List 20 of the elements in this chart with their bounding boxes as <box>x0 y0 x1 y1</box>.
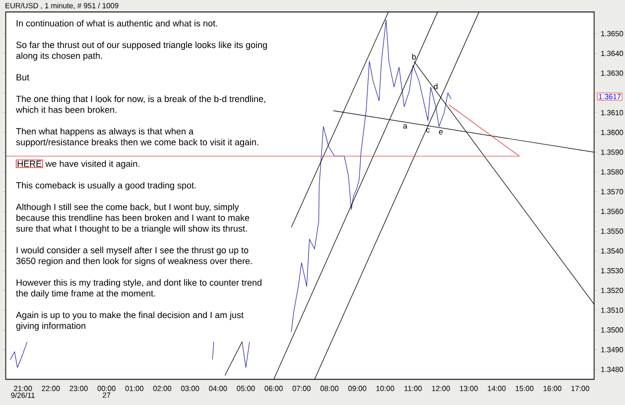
annotation: So far the thrust out of our supposed triangle looks like its going <box>16 41 267 50</box>
annotation: support/resistance breaks then we come back to visit it again. <box>16 138 258 147</box>
annotation: This comeback is usually a good trading spot. <box>16 182 196 190</box>
annotation: along its chosen path. <box>16 52 102 61</box>
annotation: because this trendline has been broken and I want to make <box>16 214 250 221</box>
annotation: Then what happens as always is that when a <box>16 128 194 136</box>
annotation: I would consider a sell myself after I see the thrust go up to <box>16 246 248 255</box>
annotation: Although I still see the come back, but I wont buy, simply <box>16 203 239 212</box>
annotation: HERE <box>18 160 42 167</box>
annotation: giving information <box>16 322 86 331</box>
annotation: 3650 region and then look for signs of weakness over there. <box>16 257 252 266</box>
annotation: The one thing that I look for now, is a break of the b-d trendline, <box>16 95 266 104</box>
annotation: However this is my trading style, and dont like to counter trend <box>16 279 262 288</box>
annotation: In continuation of what is authentic and what is not. <box>16 20 218 26</box>
annotation: sure that what I thought to be a triangle will show its thrust. <box>16 225 247 234</box>
annotation: Again is up to you to make the final decision and I am just <box>16 311 244 320</box>
annotation: But <box>16 74 30 80</box>
annotation: which it has been broken. <box>16 106 116 113</box>
annotation: we have visited it again. <box>45 160 140 169</box>
annotation: the daily time frame at the moment. <box>16 290 155 298</box>
